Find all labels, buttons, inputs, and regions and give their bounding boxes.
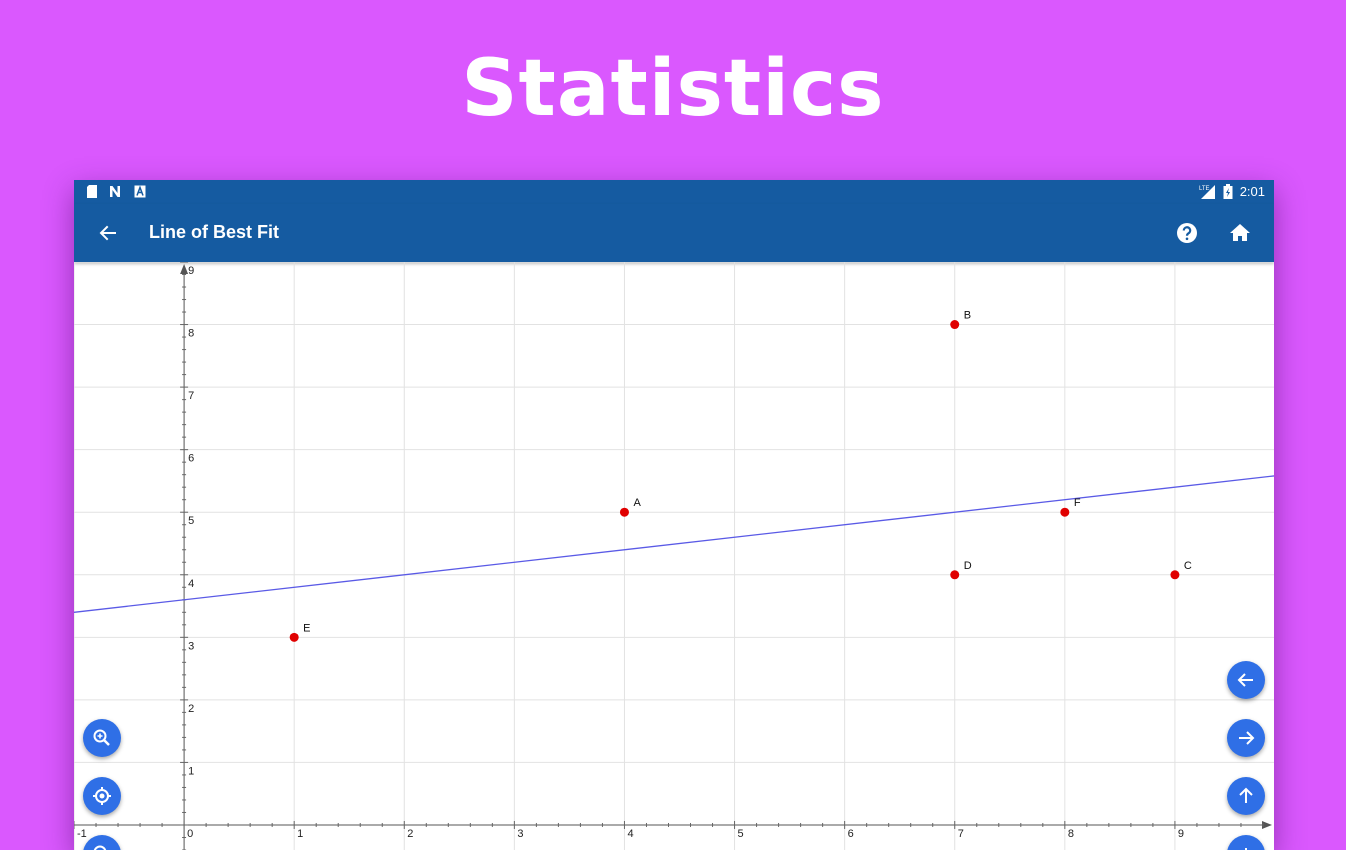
y-tick-label: 8 [188,328,194,340]
zoom-in-button[interactable] [83,719,121,757]
point-e[interactable] [289,632,299,642]
sd-card-icon [87,185,97,198]
pan-up-button[interactable] [1227,777,1265,815]
y-tick-label: 2 [188,703,194,715]
graph-canvas[interactable]: -1 0 1 2 3 4 5 6 7 8 9 1 2 3 4 5 6 7 8 9 A B C D E F [74,262,1274,850]
x-tick-label: 4 [627,828,633,840]
axes: -1 0 1 2 3 4 5 6 7 8 9 1 2 3 4 5 6 7 8 9 [74,262,1272,850]
point-label-f: F [1074,497,1081,509]
notification-n-icon [110,186,120,197]
pan-right-button[interactable] [1227,719,1265,757]
grid [74,262,1274,850]
notification-a-icon [134,185,146,198]
status-bar: LTE 2:01 [74,180,1274,204]
x-tick-label: 9 [1178,828,1184,840]
svg-text:LTE: LTE [1199,186,1210,192]
home-icon[interactable] [1226,219,1254,247]
point-label-e: E [303,622,310,634]
battery-charging-icon [1223,184,1233,199]
zoom-out-button[interactable] [83,835,121,850]
x-tick-label: 5 [738,828,744,840]
best-fit-line[interactable] [74,475,1274,613]
app-bar: Line of Best Fit [74,204,1274,262]
x-tick-label: 2 [407,828,413,840]
x-tick-label: 1 [297,828,303,840]
y-tick-label: 5 [188,515,194,527]
locate-button[interactable] [83,777,121,815]
pan-left-button[interactable] [1227,661,1265,699]
plus-icon [1245,848,1247,850]
y-tick-label: 1 [188,765,194,777]
device-screen: LTE 2:01 Line of Best Fit -1 0 1 2 3 4 5 6 7 8 9 1 2… [74,180,1274,850]
point-label-d: D [964,560,972,572]
x-tick-label: 3 [517,828,523,840]
y-tick-label: 9 [188,265,194,277]
lte-signal-icon: LTE [1199,185,1215,199]
points-layer: A B C D E F [289,310,1192,642]
status-time: 2:01 [1239,184,1265,199]
x-tick-label: -1 [77,828,87,840]
help-icon[interactable] [1173,219,1201,247]
x-tick-label: 8 [1068,828,1074,840]
x-tick-label: 6 [848,828,854,840]
point-d[interactable] [950,570,960,580]
zoom-extra-button[interactable] [1227,835,1265,850]
point-b[interactable] [950,320,960,330]
arrow-up-icon [1239,787,1253,803]
point-f[interactable] [1060,507,1070,517]
y-tick-label: 7 [188,390,194,402]
zoom-out-icon [93,845,107,850]
arrow-right-icon [1239,731,1255,745]
point-label-b: B [964,310,971,322]
y-tick-label: 6 [188,453,194,465]
arrow-left-icon [1237,673,1253,687]
point-label-c: C [1184,560,1192,572]
y-tick-label: 4 [188,578,194,590]
banner-title: Statistics [461,44,885,134]
x-tick-label: 0 [187,828,193,840]
y-tick-label: 3 [188,640,194,652]
point-label-a: A [633,497,641,509]
app-title: Line of Best Fit [149,222,279,242]
x-axis-arrow [1262,820,1272,829]
locate-icon [93,787,111,805]
x-tick-label: 7 [958,828,964,840]
fit-line-layer [74,475,1274,613]
point-a[interactable] [619,507,629,517]
point-c[interactable] [1170,570,1180,580]
zoom-in-icon [93,729,110,746]
back-arrow-icon[interactable] [94,219,122,247]
y-axis-arrow [180,264,189,274]
